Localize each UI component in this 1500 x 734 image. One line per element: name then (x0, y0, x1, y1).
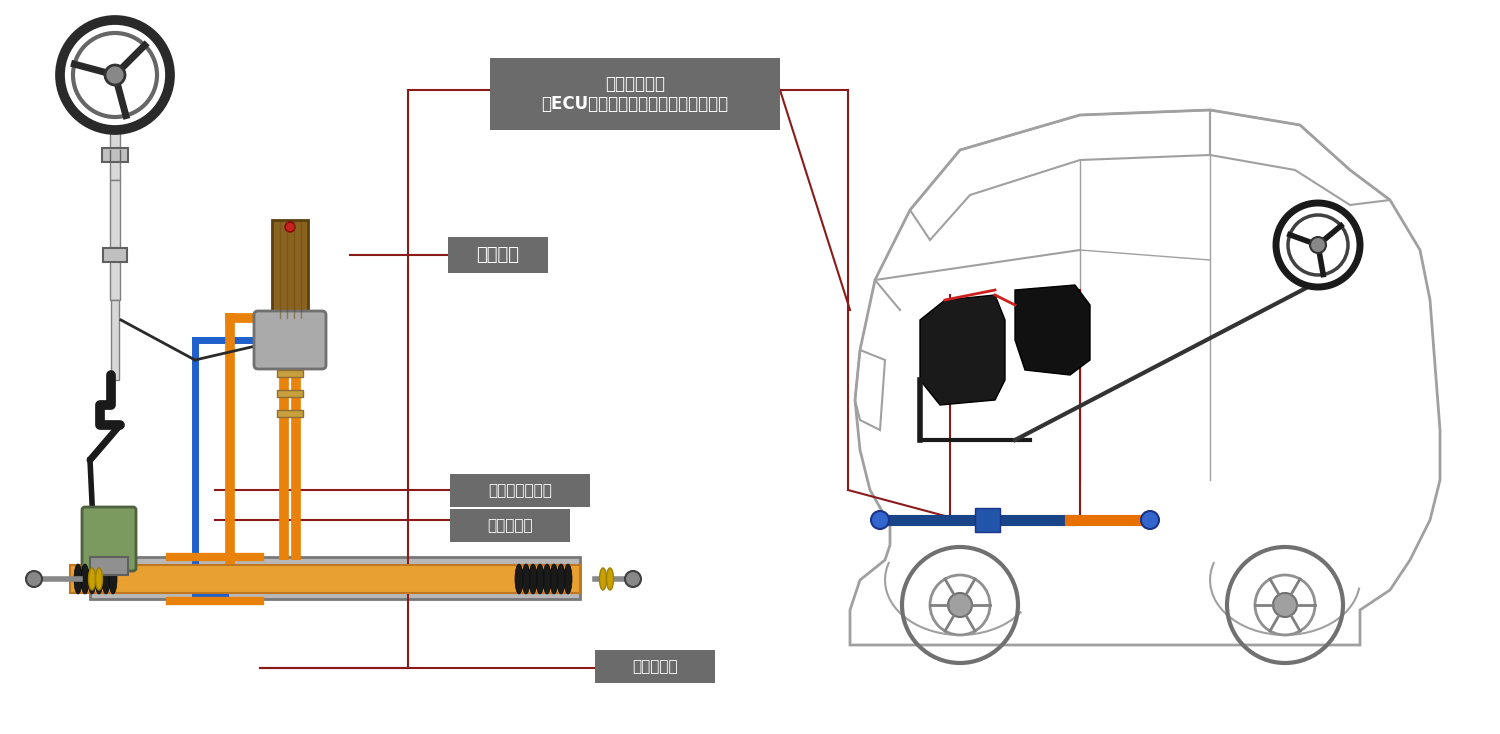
Circle shape (1274, 593, 1298, 617)
FancyBboxPatch shape (450, 509, 570, 542)
Ellipse shape (556, 564, 566, 594)
Text: トルクセンサー: トルクセンサー (488, 483, 552, 498)
Ellipse shape (102, 564, 110, 594)
Ellipse shape (110, 564, 117, 594)
Ellipse shape (74, 564, 82, 594)
FancyBboxPatch shape (82, 507, 136, 571)
Text: 速調バルブ: 速調バルブ (632, 659, 678, 674)
Circle shape (1310, 237, 1326, 253)
Ellipse shape (536, 564, 544, 594)
Bar (272, 220, 308, 320)
Circle shape (871, 511, 889, 529)
Circle shape (1142, 511, 1160, 529)
Ellipse shape (88, 568, 96, 590)
Ellipse shape (514, 564, 523, 594)
Ellipse shape (550, 564, 558, 594)
Ellipse shape (543, 564, 550, 594)
Bar (70, 565, 580, 593)
Circle shape (948, 593, 972, 617)
Circle shape (285, 222, 296, 232)
Ellipse shape (600, 568, 606, 590)
Bar (110, 180, 120, 300)
FancyBboxPatch shape (450, 474, 590, 507)
Ellipse shape (564, 564, 572, 594)
Bar (110, 130, 120, 180)
Bar (102, 148, 128, 162)
Ellipse shape (94, 564, 104, 594)
Text: シリンダー: シリンダー (488, 518, 532, 533)
FancyBboxPatch shape (448, 237, 548, 273)
Bar (90, 557, 128, 575)
FancyBboxPatch shape (254, 311, 326, 369)
Polygon shape (1016, 285, 1090, 375)
Ellipse shape (606, 568, 613, 590)
Ellipse shape (88, 564, 96, 594)
FancyBboxPatch shape (490, 58, 780, 130)
Text: 配管: 配管 (477, 246, 519, 264)
Circle shape (626, 571, 640, 587)
Ellipse shape (522, 564, 530, 594)
Bar (278, 370, 303, 377)
Ellipse shape (530, 564, 537, 594)
FancyBboxPatch shape (596, 650, 716, 683)
Ellipse shape (96, 568, 102, 590)
Bar (111, 300, 118, 380)
Bar (278, 390, 303, 397)
Circle shape (26, 571, 42, 587)
Bar (975, 508, 1000, 532)
Bar (90, 557, 580, 599)
Text: パワーパック
（ECU、モーター、ポンプ、タンク）: パワーパック （ECU、モーター、ポンプ、タンク） (542, 75, 729, 113)
Bar (278, 410, 303, 417)
Circle shape (105, 65, 125, 85)
Polygon shape (920, 295, 1005, 405)
Bar (104, 248, 128, 262)
Ellipse shape (81, 564, 88, 594)
